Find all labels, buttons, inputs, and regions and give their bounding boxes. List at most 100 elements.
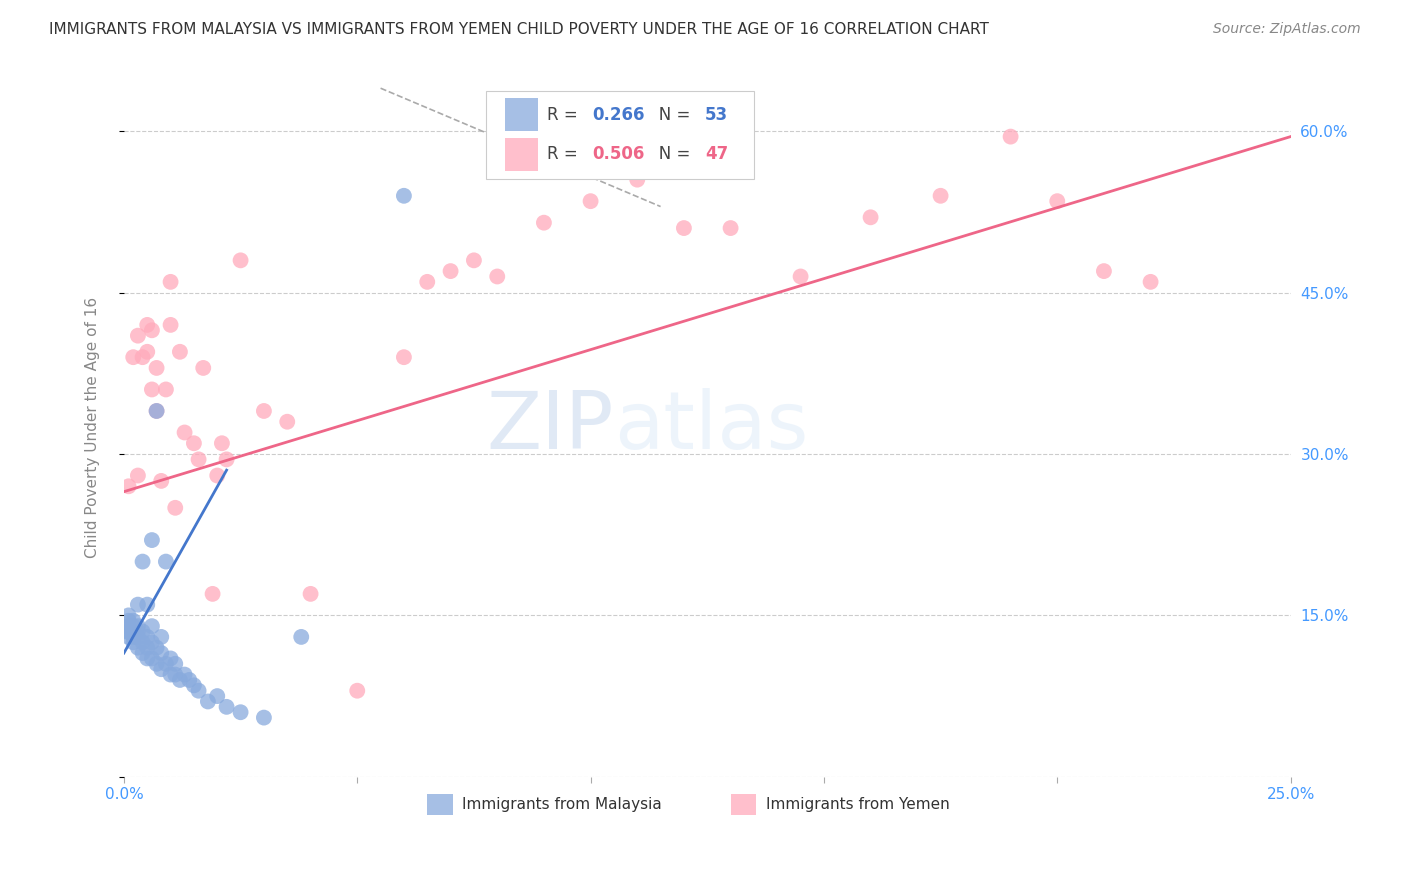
Bar bbox=[427, 794, 453, 815]
Point bbox=[122, 630, 145, 644]
Point bbox=[145, 657, 167, 671]
Point bbox=[141, 651, 163, 665]
Text: N =: N = bbox=[643, 105, 696, 123]
Point bbox=[207, 468, 229, 483]
Point bbox=[626, 172, 648, 186]
Point bbox=[159, 275, 181, 289]
Point bbox=[141, 383, 163, 397]
Point bbox=[1000, 129, 1022, 144]
Text: atlas: atlas bbox=[614, 388, 808, 467]
FancyBboxPatch shape bbox=[485, 91, 754, 178]
Point bbox=[173, 667, 195, 681]
Point bbox=[183, 678, 205, 692]
Point bbox=[150, 474, 173, 488]
Point bbox=[720, 221, 742, 235]
Point bbox=[215, 699, 238, 714]
Text: 0.506: 0.506 bbox=[592, 145, 644, 163]
Point bbox=[173, 425, 195, 440]
Point bbox=[141, 533, 163, 547]
Point bbox=[290, 630, 312, 644]
Point bbox=[145, 404, 167, 418]
Point bbox=[141, 619, 163, 633]
Point bbox=[169, 344, 191, 359]
Point bbox=[229, 705, 252, 719]
Bar bbox=[505, 137, 538, 171]
Point bbox=[141, 635, 163, 649]
Text: 53: 53 bbox=[704, 105, 728, 123]
Text: 47: 47 bbox=[704, 145, 728, 163]
Point bbox=[1046, 194, 1069, 209]
Point bbox=[159, 318, 181, 332]
Point bbox=[229, 253, 252, 268]
Point bbox=[159, 667, 181, 681]
Point bbox=[131, 646, 153, 660]
Point bbox=[141, 323, 163, 337]
Point bbox=[207, 689, 229, 703]
Point bbox=[117, 619, 139, 633]
Point bbox=[211, 436, 233, 450]
Point bbox=[201, 587, 224, 601]
Point bbox=[253, 404, 276, 418]
Point bbox=[416, 275, 439, 289]
Point bbox=[187, 683, 209, 698]
Point bbox=[131, 350, 153, 364]
Point bbox=[136, 318, 159, 332]
Point bbox=[187, 452, 209, 467]
Point bbox=[145, 404, 167, 418]
Point bbox=[145, 360, 167, 375]
Point bbox=[215, 452, 238, 467]
Point bbox=[117, 608, 139, 623]
Point bbox=[155, 657, 177, 671]
Text: Source: ZipAtlas.com: Source: ZipAtlas.com bbox=[1213, 22, 1361, 37]
Bar bbox=[731, 794, 756, 815]
Point bbox=[117, 630, 139, 644]
Point bbox=[131, 624, 153, 639]
Point bbox=[117, 619, 139, 633]
Point bbox=[439, 264, 461, 278]
Point bbox=[131, 635, 153, 649]
Point bbox=[1139, 275, 1161, 289]
Point bbox=[155, 555, 177, 569]
Point bbox=[463, 253, 485, 268]
Point bbox=[346, 683, 368, 698]
Text: ZIP: ZIP bbox=[486, 388, 614, 467]
Point bbox=[579, 194, 602, 209]
Point bbox=[122, 614, 145, 628]
Point bbox=[253, 710, 276, 724]
Point bbox=[533, 216, 555, 230]
Point bbox=[165, 500, 187, 515]
Point bbox=[122, 624, 145, 639]
Text: Immigrants from Malaysia: Immigrants from Malaysia bbox=[463, 797, 662, 813]
Point bbox=[859, 211, 882, 225]
Point bbox=[1092, 264, 1115, 278]
Point bbox=[127, 624, 149, 639]
Point bbox=[197, 694, 219, 708]
Text: 0.266: 0.266 bbox=[592, 105, 644, 123]
Point bbox=[127, 630, 149, 644]
Point bbox=[159, 651, 181, 665]
Point bbox=[127, 640, 149, 655]
Point bbox=[165, 667, 187, 681]
Text: R =: R = bbox=[547, 105, 583, 123]
Point bbox=[193, 360, 215, 375]
Point bbox=[117, 479, 139, 493]
Point bbox=[929, 188, 952, 202]
Point bbox=[150, 630, 173, 644]
Point bbox=[150, 646, 173, 660]
Point bbox=[127, 468, 149, 483]
Point bbox=[145, 640, 167, 655]
Point bbox=[136, 630, 159, 644]
Text: N =: N = bbox=[643, 145, 696, 163]
Text: Immigrants from Yemen: Immigrants from Yemen bbox=[766, 797, 949, 813]
Point bbox=[672, 221, 695, 235]
Point bbox=[299, 587, 322, 601]
Point bbox=[150, 662, 173, 676]
Point bbox=[179, 673, 201, 687]
Point bbox=[127, 619, 149, 633]
Point bbox=[136, 640, 159, 655]
Bar bbox=[505, 98, 538, 131]
Point bbox=[486, 269, 509, 284]
Point bbox=[122, 635, 145, 649]
Point bbox=[392, 350, 415, 364]
Point bbox=[122, 619, 145, 633]
